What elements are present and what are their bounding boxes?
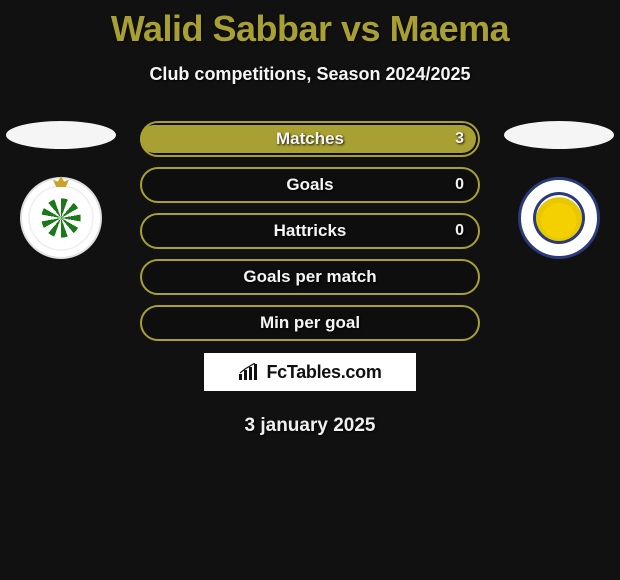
bars-chart-icon — [238, 363, 260, 381]
club-badge-left — [20, 177, 102, 259]
stats-list: Matches 3 Goals 0 Hattricks 0 Goals per … — [140, 121, 480, 341]
player-left-avatar-placeholder — [6, 121, 116, 149]
stat-row-goals-per-match: Goals per match — [140, 259, 480, 295]
stat-right-value: 3 — [455, 130, 464, 148]
page-title: Walid Sabbar vs Maema — [0, 0, 620, 50]
player-right-avatar-placeholder — [504, 121, 614, 149]
stat-row-goals: Goals 0 — [140, 167, 480, 203]
stat-right-value: 0 — [455, 222, 464, 240]
stat-label: Min per goal — [260, 313, 360, 333]
club-badge-right — [518, 177, 600, 259]
branding-box: FcTables.com — [202, 351, 418, 393]
comparison-panel: Matches 3 Goals 0 Hattricks 0 Goals per … — [0, 121, 620, 437]
stat-label: Matches — [276, 129, 344, 149]
stat-label: Goals — [286, 175, 333, 195]
stat-right-value: 0 — [455, 176, 464, 194]
branding-text: FcTables.com — [266, 362, 381, 383]
stat-row-min-per-goal: Min per goal — [140, 305, 480, 341]
stat-row-hattricks: Hattricks 0 — [140, 213, 480, 249]
footer-date: 3 january 2025 — [0, 415, 620, 437]
stat-label: Hattricks — [274, 221, 347, 241]
stat-row-matches: Matches 3 — [140, 121, 480, 157]
stat-label: Goals per match — [243, 267, 376, 287]
page-subtitle: Club competitions, Season 2024/2025 — [0, 64, 620, 85]
